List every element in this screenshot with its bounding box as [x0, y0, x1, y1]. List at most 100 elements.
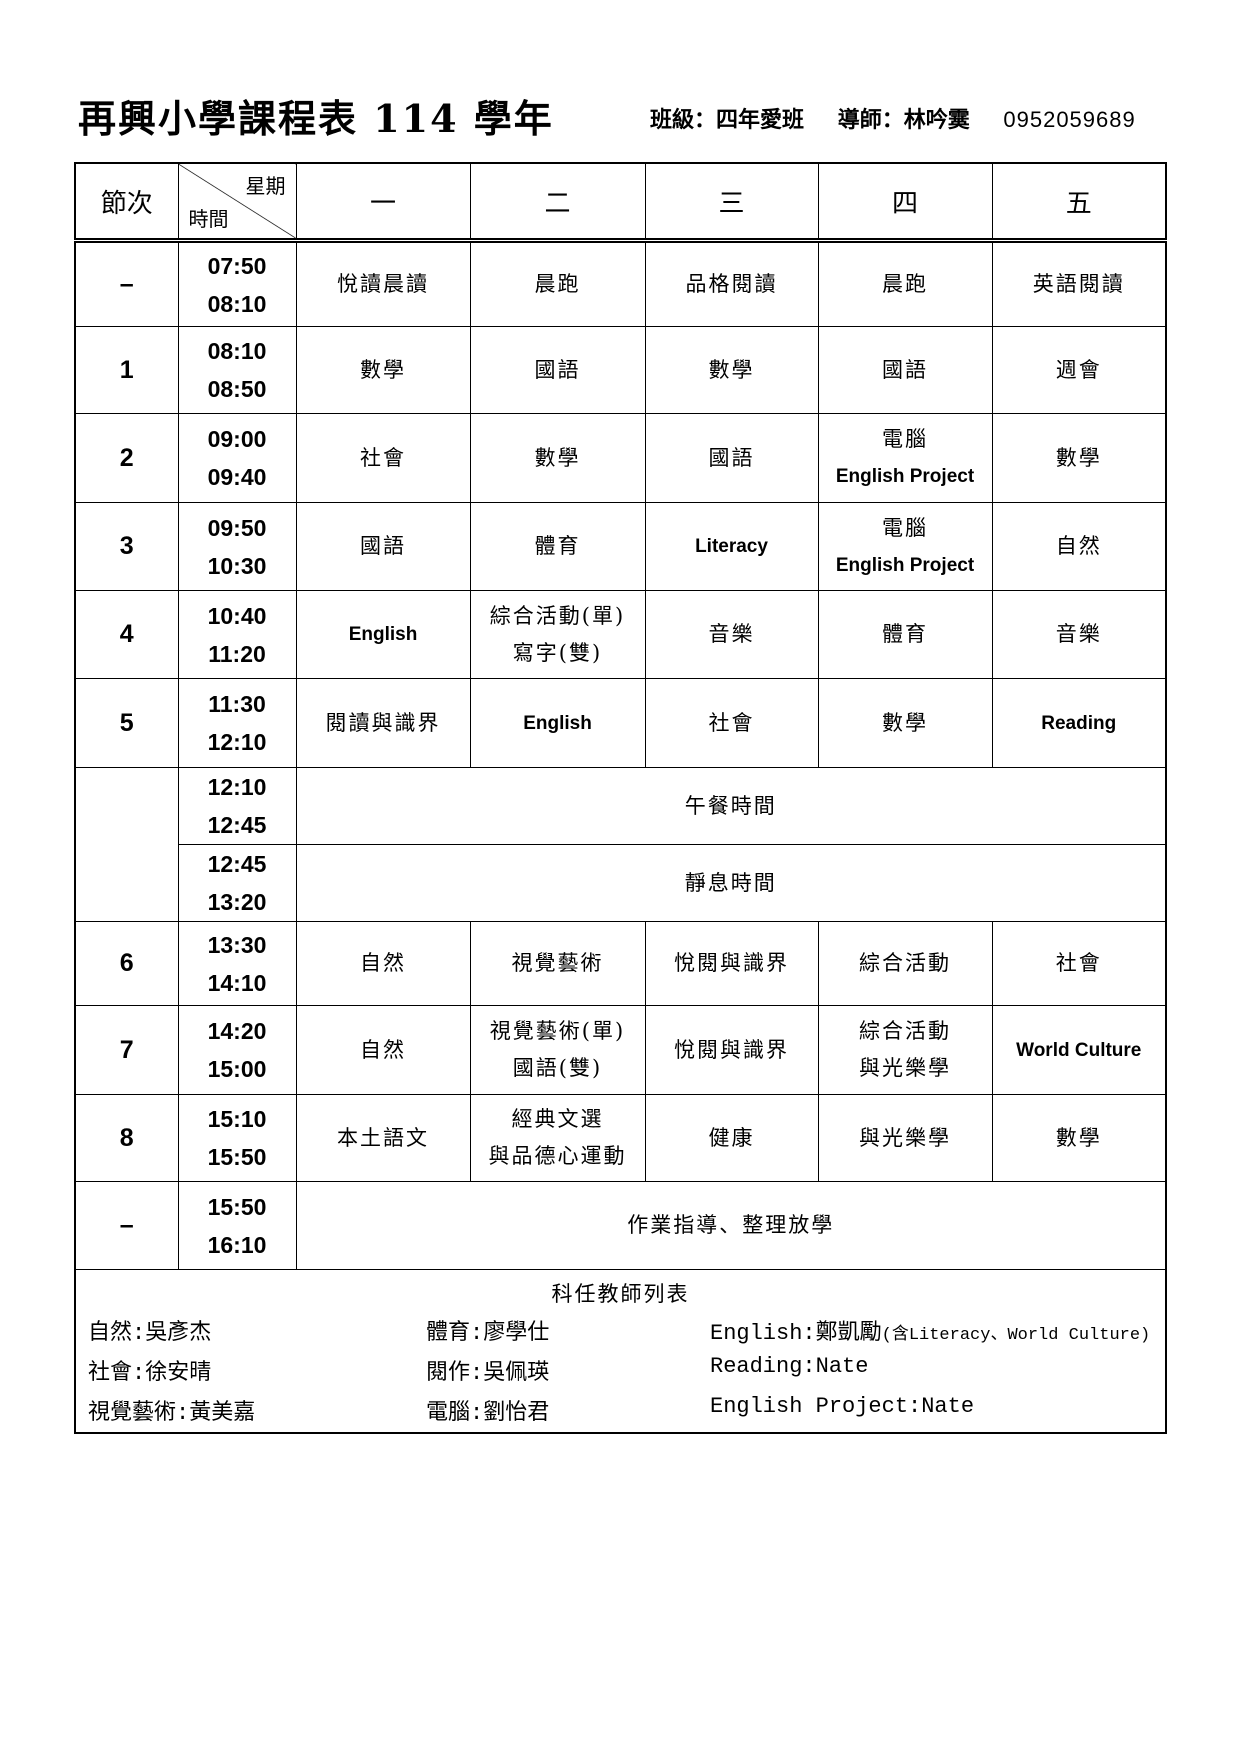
subject-cell: 國語 [295, 502, 471, 591]
subject-line: 自然 [360, 951, 406, 975]
subject-cell: 晨跑 [469, 240, 646, 327]
time-cell: 15:50 16:10 [177, 1181, 297, 1270]
subject-cell: 社會 [295, 413, 471, 503]
subject-line: 晨跑 [534, 272, 581, 296]
weekday-time-header: 星期 時間 [177, 162, 297, 243]
end-time: 10:30 [207, 552, 267, 579]
period-cell: 6 [74, 921, 179, 1006]
period-cell: – [74, 1181, 179, 1270]
end-time: 09:40 [207, 464, 267, 490]
subject-cell: Literacy [644, 502, 819, 591]
subject-cell: 電腦 English Project [817, 413, 993, 503]
subject-line: English Project [835, 466, 975, 487]
teacher-item: 自然:吳彥杰 [88, 1321, 212, 1346]
time-label: 時間 [188, 209, 229, 231]
subject-line: 數學 [534, 445, 581, 470]
subject-cell: 晨跑 [817, 240, 993, 327]
table-row: – 15:50 16:10 作業指導、整理放學 [74, 1181, 1167, 1270]
time-cell: 08:10 08:50 [177, 326, 297, 414]
table-row: 3 09:50 10:30 國語 體育 Literacy 電腦 English Project… [74, 502, 1167, 591]
end-time: 11:20 [208, 640, 266, 667]
subject-line: 英語閱讀 [1032, 272, 1125, 296]
subject-line: Literacy [695, 536, 768, 557]
subject-line: English [348, 624, 418, 645]
day-header: 四 [817, 162, 993, 243]
subject-cell: English [295, 590, 471, 679]
subject-line: 視覺藝術(單) [489, 1019, 626, 1043]
subject-cell: 悅讀晨讀 [295, 240, 471, 327]
period-cell [74, 767, 179, 922]
end-time: 15:50 [207, 1144, 267, 1170]
subject-line: 週會 [1055, 357, 1102, 382]
subject-line: 本土語文 [337, 1125, 429, 1150]
table-row: 12:10 12:45 午餐時間 [74, 767, 1167, 922]
end-time: 12:10 [207, 729, 267, 755]
subject-cell: 國語 [644, 413, 819, 503]
end-time: 13:20 [207, 889, 267, 915]
time-cell: 09:50 10:30 [177, 502, 297, 591]
start-time: 08:10 [207, 338, 267, 364]
subject-line: 綜合活動(單) [489, 603, 626, 628]
period-cell: 1 [74, 326, 179, 414]
teacher-item: 社會:徐安晴 [88, 1361, 212, 1386]
subject-line: English Project [835, 554, 975, 576]
subject-line: 電腦 [882, 427, 928, 451]
table-row: 2 09:00 09:40 社會 數學 國語 電腦 English Project 數學 [74, 413, 1167, 503]
subject-line: 社會 [708, 710, 755, 735]
start-time: 09:50 [207, 514, 267, 541]
subject-cell: 社會 [644, 678, 819, 768]
subject-cell: 悅閱與識界 [644, 921, 819, 1006]
subject-cell: 電腦 English Project [817, 502, 993, 591]
class-info: 班級：四年愛班 導師：林吟霙 0952059689 [650, 102, 1136, 134]
subject-line: Reading [1041, 712, 1117, 734]
subject-line: 綜合活動 [859, 1019, 951, 1043]
subject-line: 社會 [360, 445, 406, 470]
subject-cell: 綜合活動(單) 寫字(雙) [469, 590, 646, 679]
subject-line: 品格閱讀 [685, 272, 778, 296]
phone-number: 0952059689 [1003, 107, 1136, 132]
time-cell: 09:00 09:40 [177, 413, 297, 503]
merged-activity-cell: 靜息時間 [295, 844, 1167, 922]
subject-line: 數學 [1055, 445, 1102, 470]
subject-cell: 體育 [817, 590, 993, 679]
subject-line: 與光樂學 [859, 1125, 951, 1150]
time-cell: 13:30 14:10 [177, 921, 297, 1006]
subject-cell: 數學 [469, 413, 646, 503]
subject-cell: 數學 [295, 326, 471, 414]
subject-line: 電腦 [882, 515, 928, 540]
subject-cell: 英語閱讀 [991, 240, 1167, 327]
subject-cell: World Culture [991, 1005, 1167, 1095]
time-cell: 12:45 13:20 [177, 844, 297, 922]
subject-line: 悅讀晨讀 [337, 272, 429, 296]
subject-line: 自然 [360, 1037, 406, 1062]
subject-cell: 經典文選 與品德心運動 [469, 1094, 646, 1182]
subject-line: 晨跑 [882, 272, 928, 296]
start-time: 14:20 [207, 1018, 267, 1044]
end-time: 08:10 [207, 290, 267, 317]
subject-line: World Culture [1016, 1039, 1142, 1061]
subject-cell: 音樂 [991, 590, 1167, 679]
table-row: 5 11:30 12:10 閱讀與識界 English 社會 數學 Reading [74, 678, 1167, 768]
subject-cell: 週會 [991, 326, 1167, 414]
table-row: 1 08:10 08:50 數學 國語 數學 國語 週會 [74, 326, 1167, 414]
weekday-label: 星期 [245, 176, 286, 198]
time-cell: 11:30 12:10 [177, 678, 297, 768]
end-time: 12:45 [207, 812, 267, 838]
period-cell: 8 [74, 1094, 179, 1182]
subject-line: 社會 [1055, 951, 1102, 975]
subject-cell: 數學 [991, 1094, 1167, 1182]
subject-cell: 本土語文 [295, 1094, 471, 1182]
merged-activity-cell: 午餐時間 [295, 767, 1167, 845]
subject-line: 體育 [534, 534, 581, 558]
teacher-list-title: 科任教師列表 [551, 1282, 690, 1306]
table-row: – 07:50 08:10 悅讀晨讀 晨跑 品格閱讀 晨跑 英語閱讀 [74, 240, 1167, 327]
time-cell: 15:10 15:50 [177, 1094, 297, 1182]
subject-cell: 數學 [817, 678, 993, 768]
subject-line: 悅閱與識界 [674, 1037, 789, 1062]
time-cell: 12:10 12:45 [177, 767, 297, 845]
subject-line: English [523, 712, 592, 734]
subject-line: 國語(雙) [512, 1056, 603, 1080]
start-time: 12:45 [207, 851, 267, 877]
period-cell: 4 [74, 590, 179, 679]
subject-line: 國語 [882, 357, 928, 382]
